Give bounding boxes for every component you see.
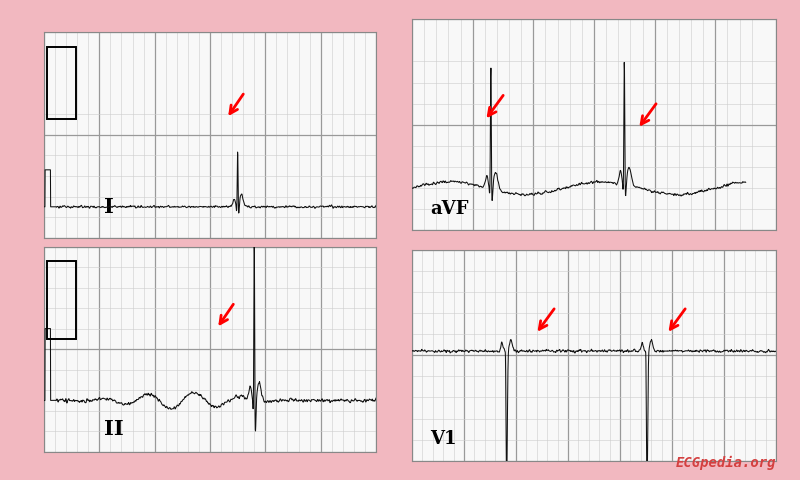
Text: V1: V1: [430, 430, 457, 448]
Bar: [47, 261, 75, 339]
Text: I: I: [104, 197, 114, 217]
Text: II: II: [104, 420, 123, 440]
Bar: [47, 47, 75, 119]
Text: aVF: aVF: [430, 200, 469, 217]
Text: ECGpedia.org: ECGpedia.org: [675, 456, 776, 470]
